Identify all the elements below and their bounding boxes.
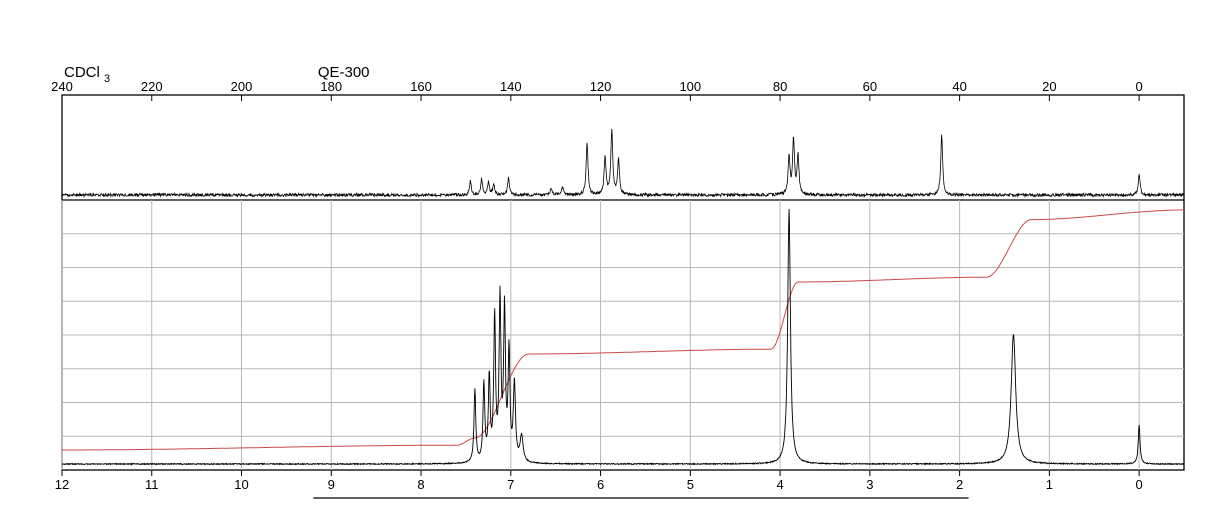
svg-text:4: 4 bbox=[776, 477, 783, 492]
spectra-svg: CDCl3QE-30024022020018016014012010080604… bbox=[0, 0, 1224, 528]
svg-text:160: 160 bbox=[410, 79, 432, 94]
svg-text:5: 5 bbox=[687, 477, 694, 492]
svg-text:100: 100 bbox=[679, 79, 701, 94]
svg-text:6: 6 bbox=[597, 477, 604, 492]
svg-text:12: 12 bbox=[55, 477, 69, 492]
svg-text:180: 180 bbox=[320, 79, 342, 94]
solvent-sub: 3 bbox=[104, 73, 110, 85]
svg-text:3: 3 bbox=[866, 477, 873, 492]
svg-text:240: 240 bbox=[51, 79, 73, 94]
svg-text:220: 220 bbox=[141, 79, 163, 94]
nmr-stacked-spectra: CDCl3QE-30024022020018016014012010080604… bbox=[0, 0, 1224, 528]
svg-text:120: 120 bbox=[590, 79, 612, 94]
svg-text:200: 200 bbox=[231, 79, 253, 94]
svg-text:20: 20 bbox=[1042, 79, 1056, 94]
svg-text:60: 60 bbox=[863, 79, 877, 94]
svg-text:1: 1 bbox=[1046, 477, 1053, 492]
svg-text:7: 7 bbox=[507, 477, 514, 492]
svg-text:140: 140 bbox=[500, 79, 522, 94]
svg-text:11: 11 bbox=[145, 477, 159, 492]
svg-text:40: 40 bbox=[952, 79, 966, 94]
svg-text:0: 0 bbox=[1136, 477, 1143, 492]
svg-text:10: 10 bbox=[234, 477, 248, 492]
svg-text:2: 2 bbox=[956, 477, 963, 492]
svg-text:0: 0 bbox=[1136, 79, 1143, 94]
svg-text:9: 9 bbox=[328, 477, 335, 492]
svg-text:80: 80 bbox=[773, 79, 787, 94]
svg-text:8: 8 bbox=[417, 477, 424, 492]
